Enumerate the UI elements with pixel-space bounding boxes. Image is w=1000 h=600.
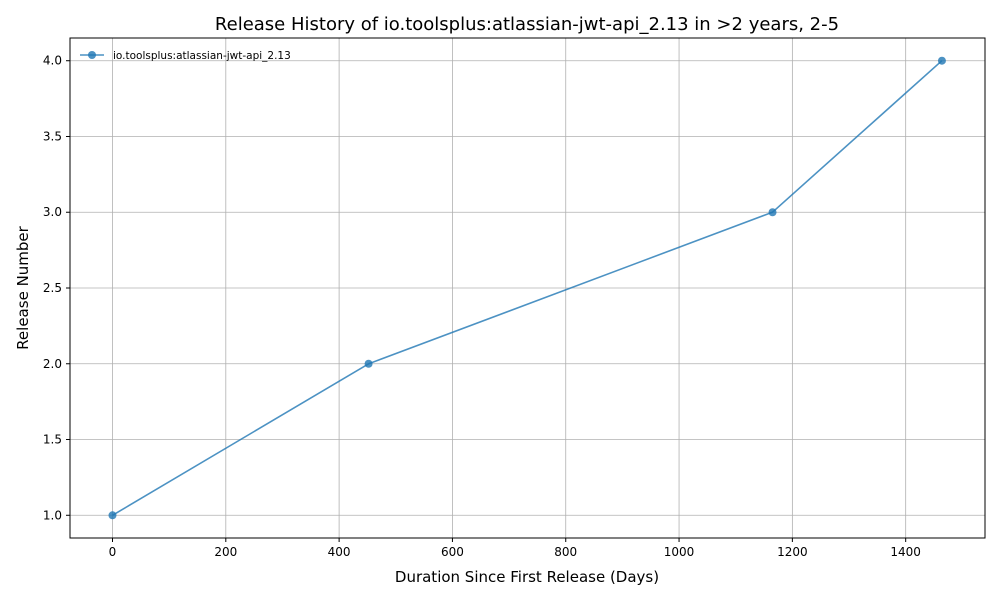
x-axis-label: Duration Since First Release (Days) (395, 568, 659, 586)
x-tick-label: 1400 (890, 545, 921, 559)
y-tick-label: 2.0 (43, 357, 62, 371)
data-point (108, 511, 117, 520)
ticks: 0 200 400 600 800 1000 1200 1400 1.0 1.5 2.0 2.5 3.0… (43, 54, 921, 559)
y-axis-label: Release Number (14, 225, 32, 349)
data-point (937, 56, 946, 65)
x-tick-label: 1000 (664, 545, 695, 559)
data-point (768, 208, 777, 217)
y-tick-label: 3.0 (43, 205, 62, 219)
y-tick-label: 1.0 (43, 508, 62, 522)
x-tick-label: 600 (441, 545, 464, 559)
legend-marker (88, 51, 96, 59)
chart-title: Release History of io.toolsplus:atlassia… (215, 14, 839, 35)
legend: io.toolsplus:atlassian-jwt-api_2.13 (80, 50, 291, 62)
series-line (112, 60, 943, 516)
data-point (364, 359, 373, 368)
x-tick-label: 200 (214, 545, 237, 559)
x-tick-label: 800 (554, 545, 577, 559)
x-tick-label: 0 (109, 545, 117, 559)
grid (70, 38, 985, 538)
y-tick-label: 1.5 (43, 433, 62, 447)
legend-label: io.toolsplus:atlassian-jwt-api_2.13 (113, 50, 291, 62)
series-layer (108, 56, 946, 520)
y-tick-label: 4.0 (43, 54, 62, 68)
y-tick-label: 3.5 (43, 129, 62, 143)
x-tick-label: 1200 (777, 545, 808, 559)
y-tick-label: 2.5 (43, 281, 62, 295)
x-tick-label: 400 (328, 545, 351, 559)
